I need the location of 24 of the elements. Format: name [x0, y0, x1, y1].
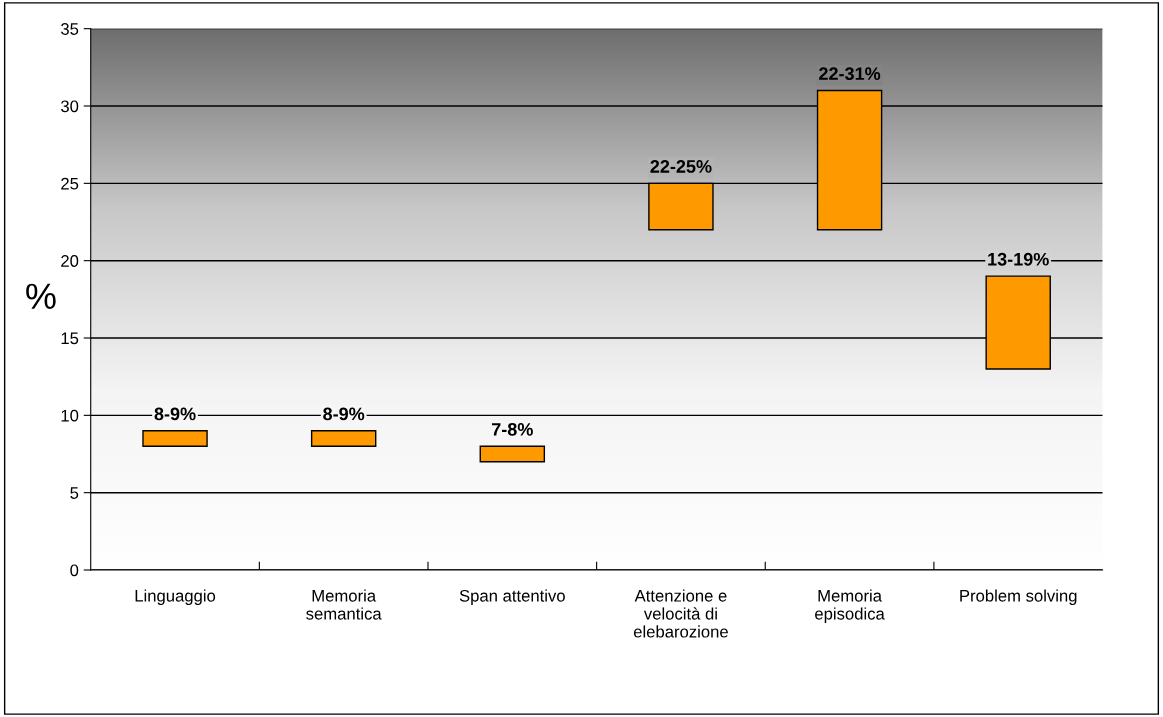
x-tick-label: Linguaggio — [135, 589, 216, 605]
annotation: 8-9% — [154, 407, 196, 421]
annotation: 7-8% — [492, 422, 533, 436]
y-tick-label: 0 — [70, 564, 79, 577]
y-tick-label: 30 — [61, 100, 79, 113]
x-tick-label: Memoria episodica — [815, 589, 885, 623]
x-tick-label: Span attentivo — [459, 589, 565, 605]
x-tick-label: Memoria semantica — [306, 589, 382, 620]
x-tick-label: Problem solving — [960, 589, 1077, 605]
y-tick-label: 35 — [61, 23, 79, 35]
annotation: 22-31% — [819, 67, 881, 81]
y-tick-label: 25 — [61, 177, 79, 190]
y-axis-title: % — [26, 283, 56, 309]
annotation: 13-19% — [988, 252, 1049, 266]
bar — [479, 445, 546, 463]
annotation: 8-9% — [323, 407, 365, 421]
x-tick-label: Attenzione e velocità di elebarozione — [633, 589, 728, 638]
y-tick-label: 5 — [70, 487, 79, 499]
bar — [310, 430, 377, 447]
y-tick-label: 10 — [61, 409, 79, 422]
y-tick-label: 15 — [61, 332, 79, 345]
annotation: 22-25% — [650, 160, 712, 173]
bar — [142, 430, 208, 447]
y-tick-label: 20 — [61, 255, 79, 267]
